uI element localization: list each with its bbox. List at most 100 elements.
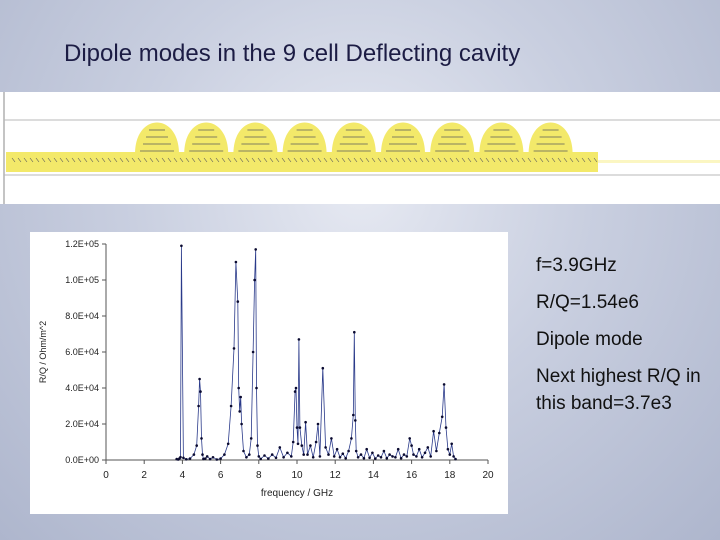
pipe-field-arrow bbox=[227, 157, 232, 163]
pipe-field-arrow bbox=[65, 157, 70, 163]
x-tick-label: 6 bbox=[218, 470, 224, 481]
pipe-field-arrow bbox=[131, 157, 136, 163]
data-point bbox=[356, 456, 360, 459]
data-point bbox=[195, 444, 198, 447]
pipe-field-arrow bbox=[167, 157, 172, 163]
data-point bbox=[314, 440, 318, 444]
data-point bbox=[347, 449, 350, 453]
pipe-field-arrow bbox=[71, 157, 76, 163]
data-point bbox=[350, 437, 353, 440]
x-tick-label: 8 bbox=[256, 470, 262, 481]
data-point bbox=[296, 442, 300, 446]
pipe-field-arrow bbox=[569, 157, 574, 163]
cavity-cell-field bbox=[381, 122, 425, 154]
data-point bbox=[382, 449, 386, 453]
cavity-cell-field bbox=[184, 122, 229, 154]
data-point bbox=[438, 431, 441, 435]
data-point bbox=[257, 455, 261, 458]
pipe-field-arrow bbox=[437, 157, 442, 163]
y-tick-label: 4.0E+04 bbox=[65, 383, 99, 393]
data-point bbox=[298, 426, 302, 429]
data-point bbox=[309, 444, 312, 447]
pipe-field-arrow bbox=[317, 157, 322, 163]
data-point bbox=[255, 386, 258, 390]
pipe-field-arrow bbox=[335, 157, 340, 163]
pipe-field-arrow bbox=[119, 157, 124, 163]
pipe-field-arrow bbox=[545, 157, 550, 163]
data-point bbox=[180, 244, 183, 248]
pipe-field-arrow bbox=[41, 157, 46, 163]
pipe-field-arrow bbox=[191, 157, 196, 163]
data-point bbox=[410, 444, 413, 447]
note-next-highest: Next highest R/Q in this band=3.7e3 bbox=[536, 366, 701, 414]
cell-field-arrows bbox=[386, 129, 420, 152]
rq-chart: 0 2 4 6 8 10 12 14 16 18 20 0.0E+00 2.0E+04 4.0E+04 6.… bbox=[38, 239, 494, 499]
pipe-field-arrow bbox=[287, 157, 292, 163]
data-point bbox=[374, 457, 377, 460]
x-tick-label: 16 bbox=[406, 470, 418, 481]
data-point bbox=[200, 437, 203, 440]
pipe-field-arrow bbox=[389, 157, 394, 163]
data-point bbox=[306, 453, 309, 456]
data-point bbox=[405, 455, 409, 458]
pipe-field-arrow bbox=[341, 157, 346, 163]
cavity-cell-field bbox=[430, 122, 475, 154]
x-tick-label: 14 bbox=[368, 470, 380, 481]
x-tick-label: 2 bbox=[141, 470, 147, 481]
pipe-field-arrow bbox=[551, 157, 556, 163]
data-point bbox=[226, 442, 230, 446]
y-tick-label: 8.0E+04 bbox=[65, 311, 99, 321]
pipe-field-arrow bbox=[53, 157, 58, 163]
data-point bbox=[338, 456, 342, 459]
data-point bbox=[452, 455, 455, 458]
pipe-field-arrow bbox=[23, 157, 28, 163]
data-point bbox=[199, 390, 202, 393]
data-point bbox=[450, 442, 454, 446]
pipe-field-arrow bbox=[413, 157, 418, 163]
data-point bbox=[399, 456, 403, 460]
data-point bbox=[237, 386, 240, 390]
data-point bbox=[335, 447, 339, 451]
pipe-field-arrow bbox=[359, 157, 364, 163]
pipe-field-arrow bbox=[101, 157, 106, 163]
pipe-field-arrow bbox=[233, 157, 238, 163]
data-point bbox=[259, 457, 262, 461]
pipe-field-arrow bbox=[557, 157, 562, 163]
pipe-field-arrow bbox=[587, 157, 592, 163]
data-point bbox=[297, 338, 301, 341]
data-point bbox=[353, 330, 356, 334]
cavity-field-pattern bbox=[0, 92, 720, 204]
data-point bbox=[368, 456, 371, 460]
cavity-field-svg bbox=[3, 92, 720, 204]
pipe-field-arrow bbox=[89, 157, 94, 163]
data-point bbox=[412, 453, 415, 456]
data-point bbox=[236, 300, 240, 303]
pipe-field-arrow bbox=[329, 157, 334, 163]
pipe-field-arrow bbox=[173, 157, 178, 163]
rq-plot-panel: 0 2 4 6 8 10 12 14 16 18 20 0.0E+00 2.0E+04 4.0E+04 6.… bbox=[30, 232, 508, 514]
pipe-field-arrow bbox=[209, 157, 214, 163]
data-point bbox=[240, 422, 243, 426]
data-point bbox=[396, 447, 400, 451]
data-point bbox=[205, 455, 209, 458]
data-point bbox=[316, 422, 320, 426]
data-point bbox=[417, 447, 421, 451]
pipe-field-arrow bbox=[125, 157, 130, 163]
data-point bbox=[211, 456, 215, 459]
pipe-field-arrow bbox=[353, 157, 358, 163]
y-tick-label: 6.0E+04 bbox=[65, 347, 99, 357]
pipe-field-arrow bbox=[539, 157, 544, 163]
beam-pipe-extension bbox=[598, 160, 720, 163]
data-point bbox=[415, 455, 418, 458]
pipe-field-arrow bbox=[305, 157, 310, 163]
slide-title: Dipole modes in the 9 cell Deflecting ca… bbox=[64, 40, 521, 67]
pipe-field-arrow bbox=[11, 157, 16, 163]
pipe-field-arrow bbox=[137, 157, 142, 163]
data-point bbox=[371, 451, 374, 455]
pipe-field-arrow bbox=[479, 157, 484, 163]
pipe-field-arrow bbox=[401, 157, 406, 163]
pipe-field-arrow bbox=[251, 157, 256, 163]
data-point bbox=[379, 456, 383, 459]
pipe-field-arrow bbox=[95, 157, 100, 163]
pipe-field-arrow bbox=[467, 157, 472, 163]
